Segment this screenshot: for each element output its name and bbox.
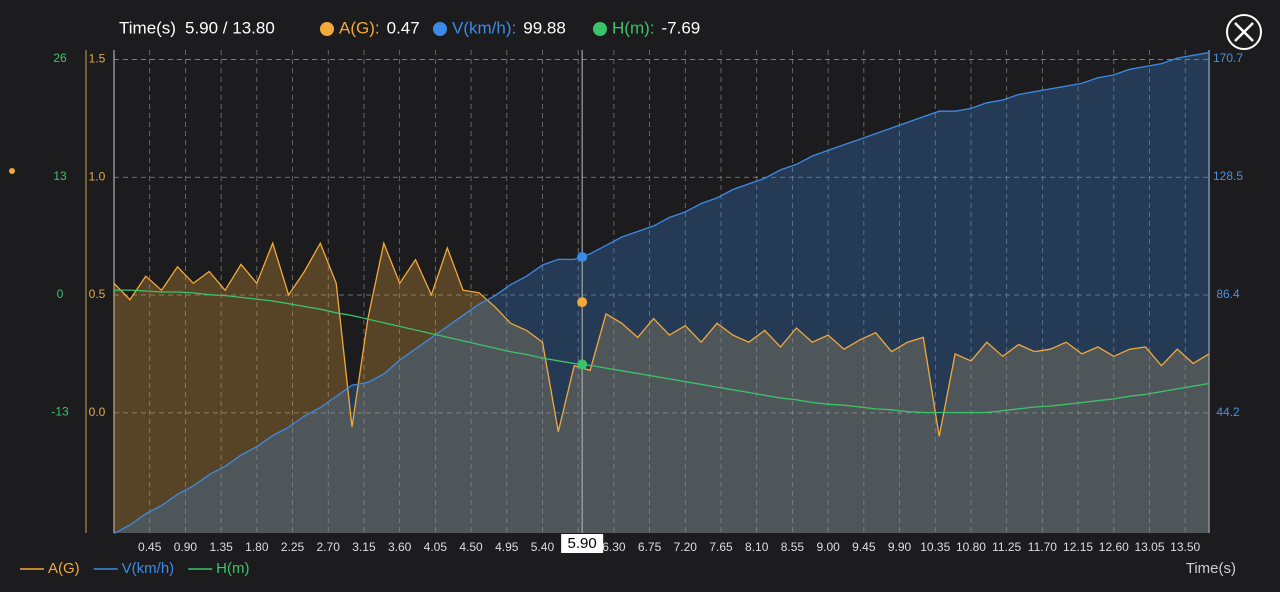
series-line xyxy=(114,289,1210,414)
readout-time-value: 5.90 / 13.80 xyxy=(185,18,275,37)
y2-tick-label: 86.4 xyxy=(1216,287,1240,301)
readout-label: V(km/h): xyxy=(452,18,516,37)
x-tick-label: 13.50 xyxy=(1170,540,1200,554)
x-tick-label: 11.25 xyxy=(992,540,1021,554)
y-tick-label: 1.0 xyxy=(89,169,106,183)
close-button[interactable] xyxy=(1226,14,1262,50)
x-tick-label: 0.90 xyxy=(174,540,198,554)
readout-value: 0.47 xyxy=(387,18,420,37)
x-tick-label: 6.75 xyxy=(638,540,662,554)
x-axis-label: Time(s) xyxy=(1186,560,1236,577)
x-tick-label: 7.65 xyxy=(709,540,733,554)
cursor-dot xyxy=(577,297,588,308)
x-tick-label: 8.10 xyxy=(745,540,769,554)
legend-label: V(km/h) xyxy=(122,560,175,577)
x-tick-label: 2.25 xyxy=(281,540,305,554)
readout-value: -7.69 xyxy=(661,18,700,37)
x-tick-label: 11.70 xyxy=(1028,540,1057,554)
x-tick-label: 9.90 xyxy=(888,540,912,554)
y3-tick-label: 0 xyxy=(57,287,64,301)
y3-tick-label: 13 xyxy=(53,169,67,183)
x-tick-label: 10.80 xyxy=(956,540,986,554)
x-tick-label: 7.20 xyxy=(674,540,698,554)
x-tick-label: 6.30 xyxy=(602,540,626,554)
y-tick-label: 0.5 xyxy=(89,287,106,301)
close-circle[interactable] xyxy=(1226,14,1262,50)
legend-label: H(m) xyxy=(216,560,249,577)
x-tick-label: 2.70 xyxy=(317,540,341,554)
readout-value: 99.88 xyxy=(523,18,566,37)
x-tick-label: 10.35 xyxy=(920,540,950,554)
x-tick-label: 8.55 xyxy=(781,540,805,554)
readout-dot xyxy=(320,22,334,36)
x-tick-label: 12.60 xyxy=(1099,540,1129,554)
x-tick-label: 13.05 xyxy=(1134,540,1164,554)
x-tick-label: 1.80 xyxy=(245,540,269,554)
readout-dot xyxy=(433,22,447,36)
x-tick-label: 3.60 xyxy=(388,540,412,554)
x-tick-label: 0.45 xyxy=(138,540,162,554)
cursor-label-box xyxy=(561,534,604,553)
y3-tick-label: 26 xyxy=(53,51,67,65)
y3-tick-label: -13 xyxy=(51,405,69,419)
close-icon[interactable] xyxy=(1234,22,1254,42)
indicator-dot xyxy=(9,168,15,174)
readout-dot xyxy=(593,22,607,36)
y-tick-label: 0.0 xyxy=(89,405,106,419)
y-tick-label: 1.5 xyxy=(89,52,106,66)
y2-tick-label: 170.7 xyxy=(1213,51,1243,65)
x-tick-label: 9.00 xyxy=(816,540,840,554)
x-tick-label: 1.35 xyxy=(209,540,233,554)
y2-tick-label: 44.2 xyxy=(1216,405,1240,419)
x-tick-label: 9.45 xyxy=(852,540,876,554)
y2-tick-label: 128.5 xyxy=(1213,169,1243,183)
x-tick-label: 12.15 xyxy=(1063,540,1093,554)
legend-label: A(G) xyxy=(48,560,80,577)
x-tick-label: 4.05 xyxy=(424,540,448,554)
readout-label: A(G): xyxy=(339,18,380,37)
cursor-label: 5.90 xyxy=(568,535,597,552)
series-area xyxy=(114,243,1209,533)
x-tick-label: 3.15 xyxy=(352,540,376,554)
series-line xyxy=(113,240,1210,437)
x-tick-label: 5.40 xyxy=(531,540,555,554)
cursor-dot xyxy=(577,251,588,262)
cursor-dot xyxy=(577,359,588,370)
series-line xyxy=(113,51,1210,534)
readout-time-label: Time(s) xyxy=(119,18,176,37)
readout-label: H(m): xyxy=(612,18,654,37)
x-tick-label: 4.95 xyxy=(495,540,519,554)
x-tick-label: 4.50 xyxy=(459,540,483,554)
